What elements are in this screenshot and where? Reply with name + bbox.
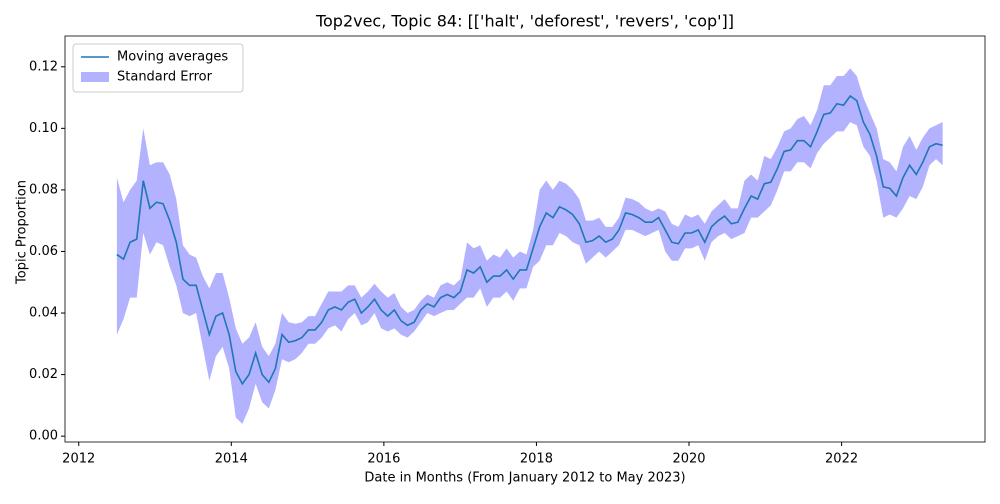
line [116, 94, 943, 386]
x-tick-label: 2018 [520, 452, 553, 467]
error-band [116, 68, 943, 424]
y-tick-label: 0.06 [29, 244, 58, 259]
y-tick-label: 0.10 [29, 121, 58, 136]
y-tick-label: 0.00 [29, 429, 58, 444]
y-tick-label: 0.08 [29, 182, 58, 197]
legend-patch [81, 72, 109, 82]
x-tick-label: 2014 [215, 452, 248, 467]
x-tick-label: 2012 [62, 452, 95, 467]
legend-label: Standard Error [117, 70, 213, 85]
legend-label: Moving averages [117, 50, 228, 65]
x-tick-label: 2020 [672, 452, 705, 467]
y-tick-label: 0.04 [29, 306, 58, 321]
legend-box [72, 43, 244, 93]
x-tick-label: 2016 [367, 452, 400, 467]
y-tick-label: 0.02 [29, 367, 58, 382]
y-axis-label: Topic Proportion [15, 180, 30, 285]
y-tick-label: 0.12 [29, 59, 58, 74]
x-axis-label: Date in Months (From January 2012 to May… [364, 471, 685, 486]
plot-frame [64, 35, 986, 443]
x-tick-label: 2022 [825, 452, 858, 467]
chart-title: Top2vec, Topic 84: [['halt', 'deforest',… [315, 12, 734, 31]
